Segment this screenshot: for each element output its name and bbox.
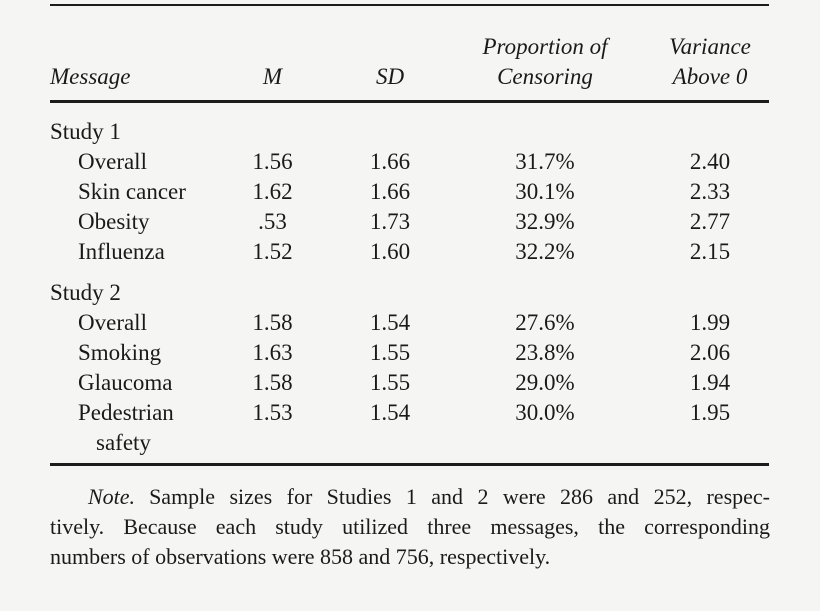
note-label: Note. [88,484,136,509]
header-variance-line2: Above 0 [672,64,748,89]
cell-variance: 1.99 [689,310,731,335]
note-line-3: numbers of observations were 858 and 756… [50,544,551,569]
note-line-2: tively. Because each study utilized thre… [50,514,770,539]
cell-censoring: 29.0% [515,370,575,395]
cell-m: 1.58 [252,310,293,335]
table-row: Skin cancer 1.62 1.66 30.1% 2.33 [50,177,770,207]
cell-sd: 1.54 [369,310,411,335]
cell-sd: 1.55 [369,340,411,365]
row-label: Pedestrian [78,400,174,425]
table-bottom-rule [50,463,769,466]
table-header: Proportion of Variance Message M SD Cens… [50,32,770,92]
table-row: Glaucoma 1.58 1.55 29.0% 1.94 [50,368,770,398]
header-message: Message [50,64,131,89]
section-title-row: Study 2 [50,278,770,308]
cell-m: 1.56 [252,149,293,174]
table-row: Overall 1.56 1.66 31.7% 2.40 [50,147,770,177]
section-title-study1: Study 1 [50,119,121,144]
cell-censoring: 32.9% [515,209,575,234]
cell-variance: 2.06 [689,340,731,365]
cell-m: 1.52 [252,239,293,264]
row-label: Skin cancer [78,179,186,204]
row-label: Overall [78,310,147,335]
cell-m: 1.53 [252,400,293,425]
cell-m: 1.63 [252,340,293,365]
cell-variance: 1.95 [689,400,731,425]
table-note: Note. Sample sizes for Studies 1 and 2 we… [50,482,770,572]
cell-sd: 1.66 [369,149,411,174]
cell-sd: 1.73 [369,209,411,234]
header-m: M [262,64,283,89]
table-header-line2: Message M SD Censoring Above 0 [50,62,770,92]
table-row: Obesity .53 1.73 32.9% 2.77 [50,207,770,237]
header-censoring-line2: Censoring [497,64,593,89]
header-spacer [340,32,440,62]
cell-sd: 1.54 [369,400,411,425]
table-body: Study 1 Overall 1.56 1.66 31.7% 2.40 Ski… [50,103,770,458]
cell-m: .53 [258,209,287,234]
cell-variance: 2.40 [689,149,731,174]
header-spacer [50,32,205,62]
row-label: Obesity [78,209,150,234]
header-spacer [205,32,340,62]
note-line-1: Note. Sample sizes for Studies 1 and 2 we… [50,482,770,512]
cell-variance: 2.15 [689,239,731,264]
header-sd: SD [375,64,405,89]
cell-variance: 2.33 [689,179,731,204]
header-censoring-line1: Proportion of [482,34,608,59]
table-header-rule [50,100,769,103]
row-label: Influenza [78,239,165,264]
cell-variance: 2.77 [689,209,731,234]
note-line-1-text: Sample sizes for Studies 1 and 2 were 28… [149,484,770,509]
table-top-rule [50,4,769,6]
header-variance-line1: Variance [669,34,751,59]
cell-m: 1.58 [252,370,293,395]
section-title-study2: Study 2 [50,280,121,305]
cell-censoring: 23.8% [515,340,575,365]
section-title-row: Study 1 [50,117,770,147]
row-label: Smoking [78,340,162,365]
cell-censoring: 31.7% [515,149,575,174]
cell-censoring: 32.2% [515,239,575,264]
table-row: Pedestrian 1.53 1.54 30.0% 1.95 [50,398,770,428]
cell-sd: 1.66 [369,179,411,204]
cell-sd: 1.60 [369,239,411,264]
cell-m: 1.62 [252,179,293,204]
table-row-label-continuation: safety [50,428,770,458]
table-row: Influenza 1.52 1.60 32.2% 2.15 [50,237,770,267]
table-row: Overall 1.58 1.54 27.6% 1.99 [50,308,770,338]
table-row: Smoking 1.63 1.55 23.8% 2.06 [50,338,770,368]
row-label: Overall [78,149,147,174]
row-label: Glaucoma [78,370,173,395]
cell-variance: 1.94 [689,370,731,395]
cell-sd: 1.55 [369,370,411,395]
table-header-line1: Proportion of Variance [50,32,770,62]
row-label-line2: safety [96,430,151,455]
cell-censoring: 30.0% [515,400,575,425]
cell-censoring: 30.1% [515,179,575,204]
cell-censoring: 27.6% [515,310,575,335]
